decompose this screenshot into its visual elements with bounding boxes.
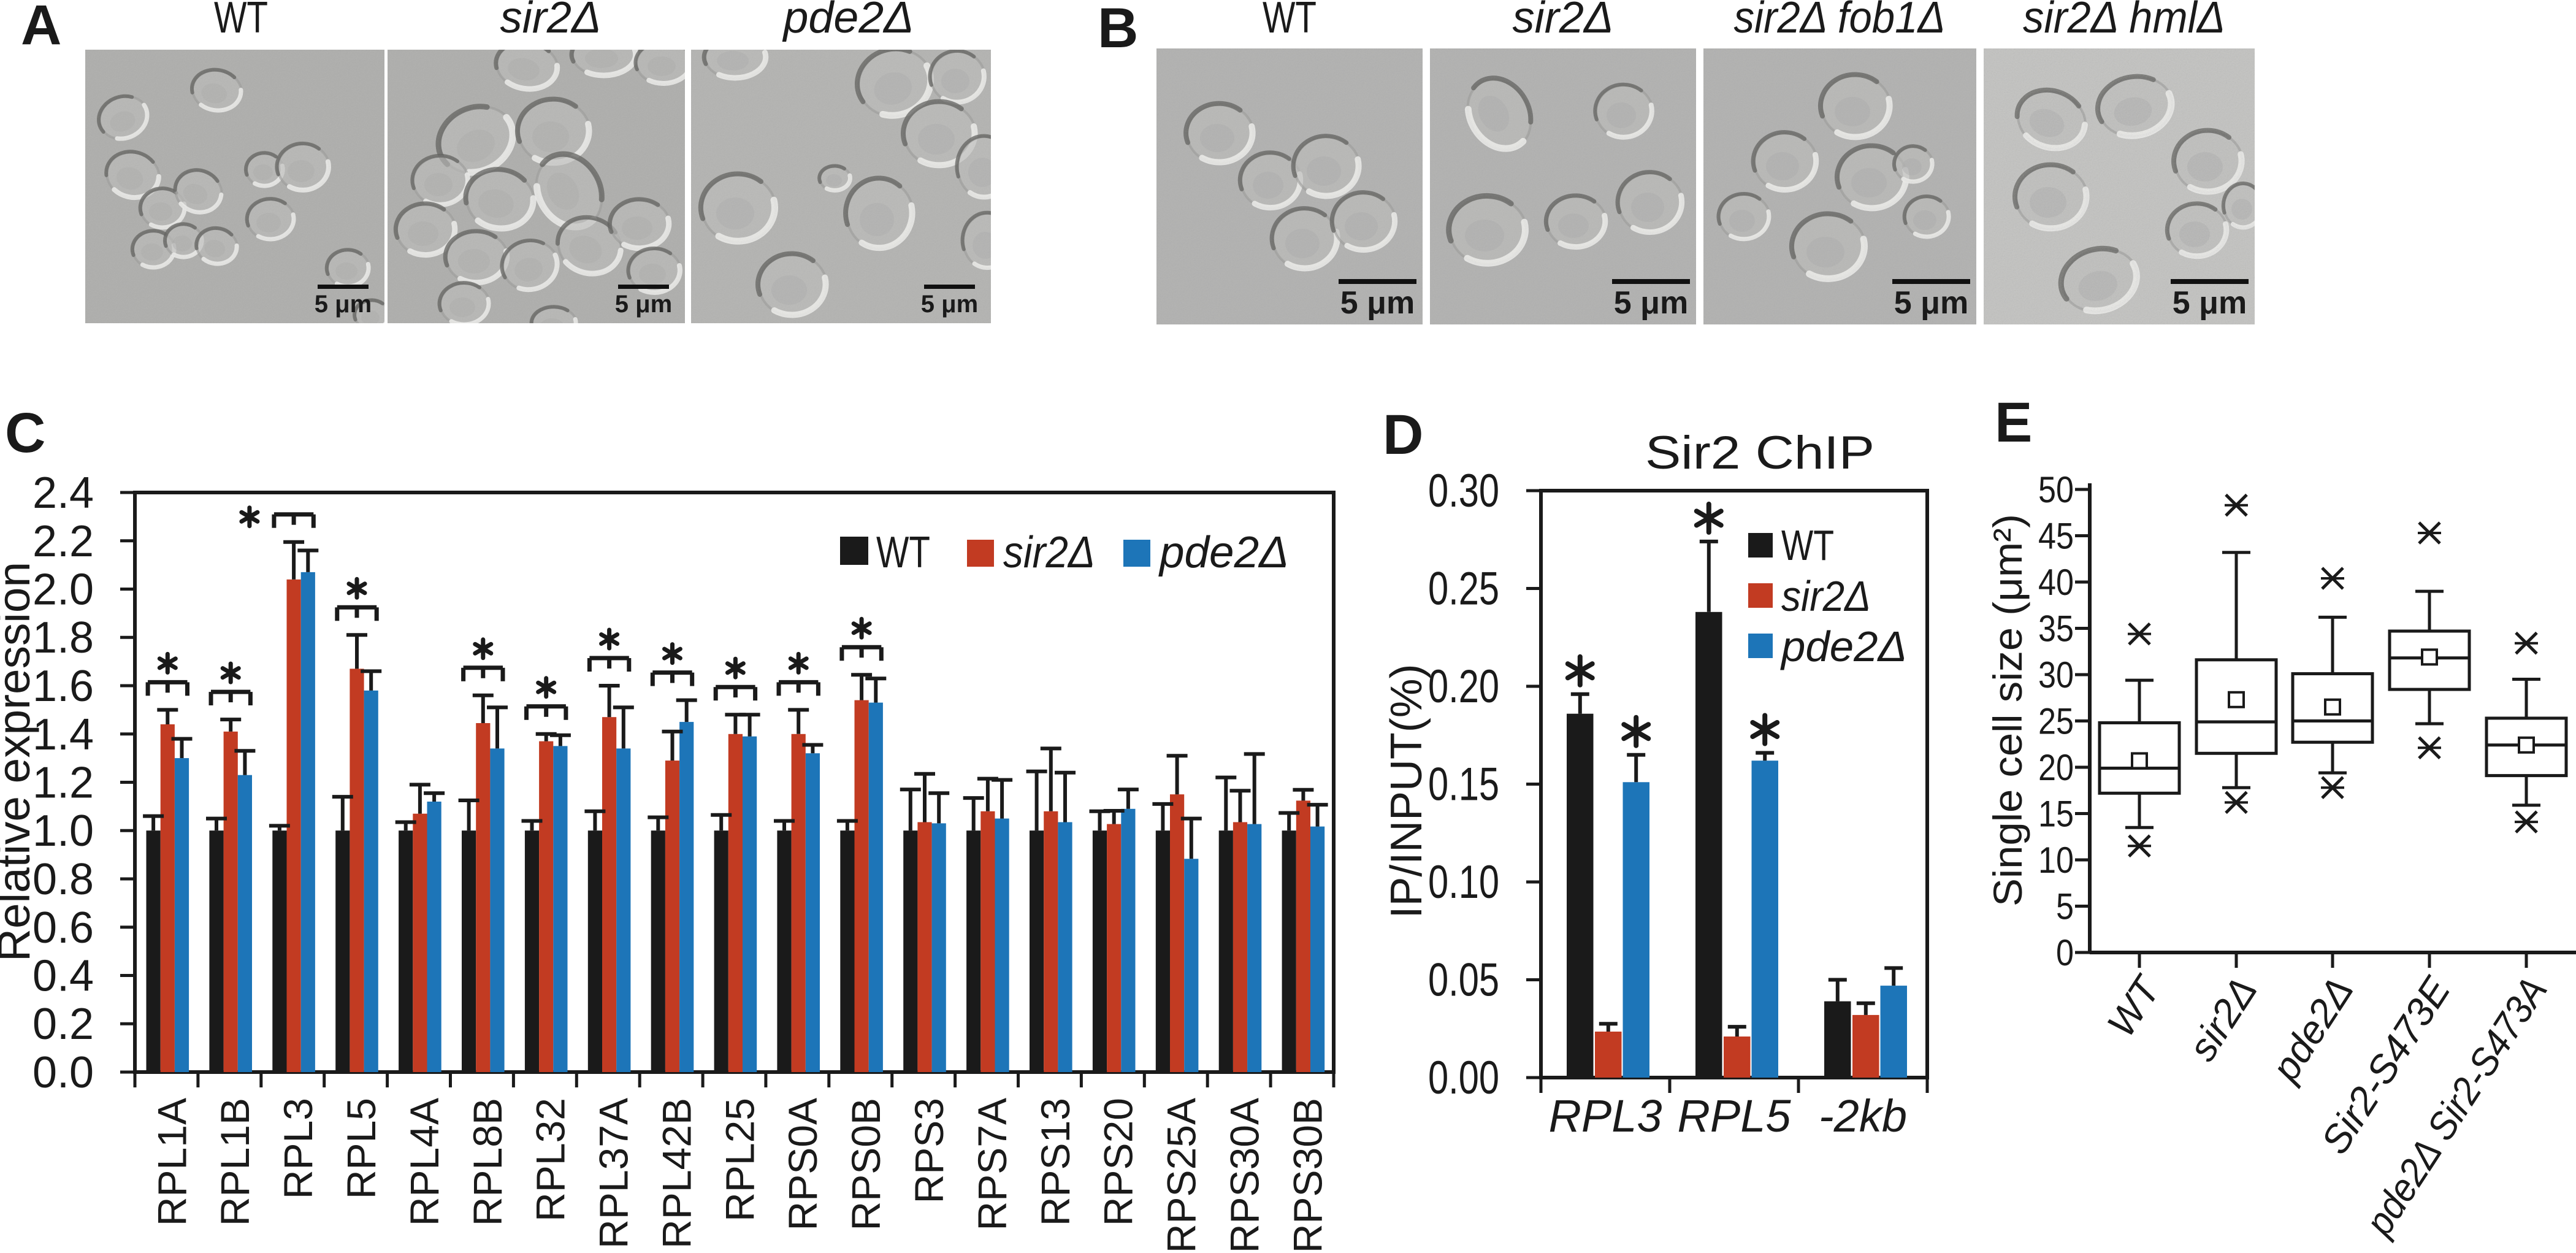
svg-text:0.15: 0.15 xyxy=(1428,759,1499,811)
svg-text:D: D xyxy=(1383,404,1423,466)
svg-text:RPL3: RPL3 xyxy=(1548,1090,1662,1141)
svg-text:5 μm: 5 μm xyxy=(315,291,372,318)
svg-text:0.8: 0.8 xyxy=(32,855,94,904)
svg-text:WT: WT xyxy=(1781,521,1834,569)
svg-text:2.4: 2.4 xyxy=(32,469,94,518)
svg-text:RPL5: RPL5 xyxy=(1677,1090,1791,1141)
svg-text:1.2: 1.2 xyxy=(32,759,94,808)
svg-text:0.0: 0.0 xyxy=(32,1048,94,1097)
svg-text:5: 5 xyxy=(2056,886,2074,927)
svg-text:sir2Δ: sir2Δ xyxy=(1003,528,1095,577)
svg-text:45: 45 xyxy=(2038,516,2074,557)
svg-text:WT: WT xyxy=(876,528,930,577)
svg-text:RPL32: RPL32 xyxy=(528,1098,573,1222)
svg-text:0.20: 0.20 xyxy=(1428,661,1499,713)
svg-text:pde2Δ: pde2Δ xyxy=(1780,623,1907,670)
svg-text:RPS13: RPS13 xyxy=(1033,1098,1078,1226)
svg-text:10: 10 xyxy=(2038,840,2074,881)
svg-text:RPL42B: RPL42B xyxy=(654,1098,700,1249)
svg-text:1.0: 1.0 xyxy=(32,807,94,856)
svg-text:-2kb: -2kb xyxy=(1819,1090,1907,1141)
svg-text:0.4: 0.4 xyxy=(32,952,94,1001)
svg-text:25: 25 xyxy=(2038,701,2074,742)
svg-text:B: B xyxy=(1098,0,1138,59)
svg-text:0: 0 xyxy=(2056,932,2074,973)
svg-text:C: C xyxy=(5,402,45,464)
svg-text:WT: WT xyxy=(1263,0,1317,42)
svg-text:0.10: 0.10 xyxy=(1428,856,1499,908)
svg-text:RPS3: RPS3 xyxy=(906,1098,952,1203)
svg-text:0.30: 0.30 xyxy=(1428,465,1499,517)
svg-text:50: 50 xyxy=(2038,469,2074,510)
svg-text:RPS25A: RPS25A xyxy=(1159,1098,1204,1253)
svg-text:1.8: 1.8 xyxy=(32,613,94,662)
svg-text:Single cell size (μm²): Single cell size (μm²) xyxy=(1985,514,2030,906)
svg-text:RPL4A: RPL4A xyxy=(402,1098,447,1226)
svg-text:0.25: 0.25 xyxy=(1428,563,1499,615)
svg-text:5 μm: 5 μm xyxy=(2173,285,2247,321)
svg-text:5 μm: 5 μm xyxy=(1614,285,1688,321)
svg-text:0.05: 0.05 xyxy=(1428,954,1499,1006)
svg-text:1.4: 1.4 xyxy=(32,710,94,759)
svg-text:RPL37A: RPL37A xyxy=(591,1098,636,1249)
svg-text:5 μm: 5 μm xyxy=(1894,285,1968,321)
svg-text:0.00: 0.00 xyxy=(1428,1052,1499,1104)
svg-text:5 μm: 5 μm xyxy=(615,291,672,318)
svg-text:RPL25: RPL25 xyxy=(717,1098,762,1222)
svg-text:IP/INPUT(%): IP/INPUT(%) xyxy=(1382,664,1431,919)
svg-text:5 μm: 5 μm xyxy=(1340,285,1415,321)
svg-text:0.2: 0.2 xyxy=(32,1000,94,1049)
svg-text:sir2Δ fob1Δ: sir2Δ fob1Δ xyxy=(1734,0,1946,42)
svg-text:RPS7A: RPS7A xyxy=(969,1098,1015,1230)
svg-text:sir2Δ hmlΔ: sir2Δ hmlΔ xyxy=(2023,0,2225,42)
svg-text:sir2Δ: sir2Δ xyxy=(500,0,602,42)
svg-text:RPL5: RPL5 xyxy=(338,1098,384,1199)
svg-text:pde2Δ: pde2Δ xyxy=(782,0,914,42)
svg-text:30: 30 xyxy=(2038,654,2074,695)
svg-text:RPL3: RPL3 xyxy=(275,1098,321,1199)
svg-text:Relative expression: Relative expression xyxy=(0,562,39,962)
svg-text:RPS0A: RPS0A xyxy=(780,1098,825,1230)
svg-text:2.0: 2.0 xyxy=(32,565,94,615)
svg-text:1.6: 1.6 xyxy=(32,662,94,711)
svg-text:A: A xyxy=(21,0,61,56)
svg-text:2.2: 2.2 xyxy=(32,517,94,566)
svg-text:0.6: 0.6 xyxy=(32,903,94,952)
svg-text:20: 20 xyxy=(2038,747,2074,788)
svg-text:Sir2 ChIP: Sir2 ChIP xyxy=(1645,427,1875,479)
svg-text:RPS20: RPS20 xyxy=(1096,1098,1141,1226)
svg-text:RPS0B: RPS0B xyxy=(843,1098,889,1230)
svg-text:sir2Δ: sir2Δ xyxy=(1513,0,1614,42)
svg-text:15: 15 xyxy=(2038,794,2074,835)
svg-text:RPS30B: RPS30B xyxy=(1285,1098,1330,1253)
svg-text:RPL1A: RPL1A xyxy=(149,1098,194,1226)
svg-text:35: 35 xyxy=(2038,608,2074,649)
svg-text:40: 40 xyxy=(2038,562,2074,603)
svg-text:RPL1B: RPL1B xyxy=(212,1098,258,1226)
svg-text:RPL8B: RPL8B xyxy=(465,1098,510,1226)
svg-text:RPS30A: RPS30A xyxy=(1222,1098,1267,1253)
svg-text:E: E xyxy=(1995,391,2032,454)
svg-text:pde2Δ: pde2Δ xyxy=(1158,528,1289,577)
svg-text:WT: WT xyxy=(214,0,268,42)
svg-text:sir2Δ: sir2Δ xyxy=(1781,572,1871,620)
svg-text:5 μm: 5 μm xyxy=(921,291,978,318)
